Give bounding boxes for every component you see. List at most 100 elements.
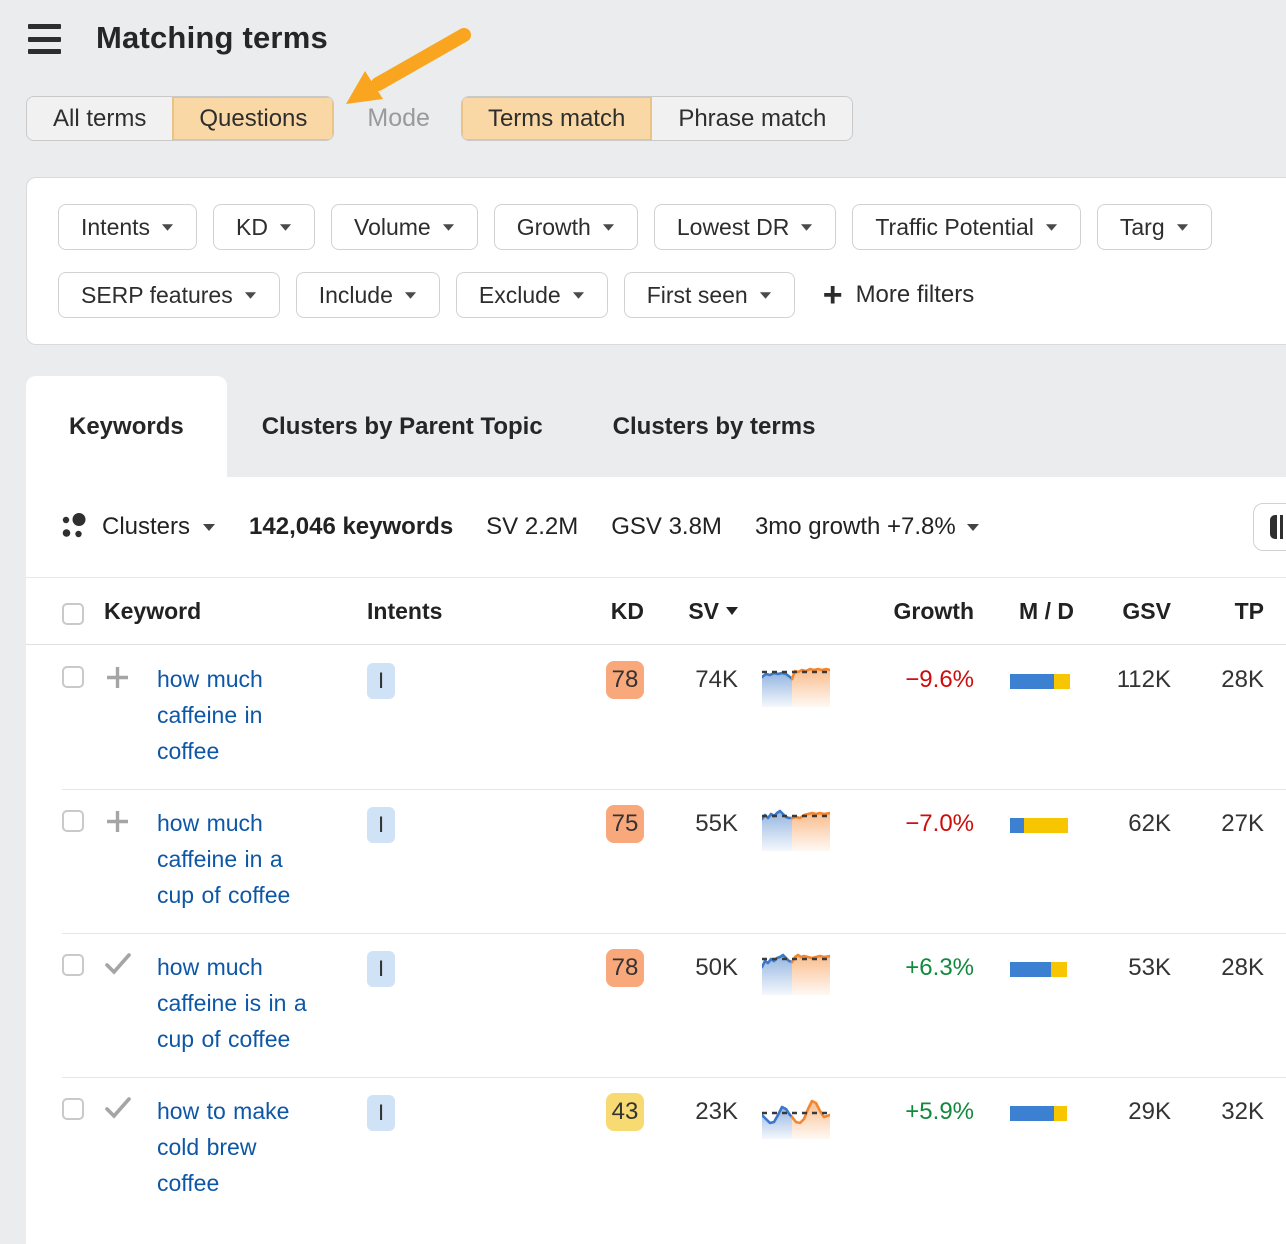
filter-label: Lowest DR — [676, 213, 790, 240]
chevron-down-icon — [1176, 223, 1188, 231]
tp-value: 28K — [1221, 666, 1264, 693]
mobile-desktop-bar — [1010, 1106, 1074, 1121]
growth-value: +6.3% — [905, 954, 974, 981]
segment-terms-match[interactable]: Terms match — [461, 97, 652, 140]
tab-keywords[interactable]: Keywords — [26, 376, 227, 477]
filter-kd[interactable]: KD — [213, 204, 315, 250]
sv-value: 55K — [695, 810, 738, 837]
match-segmented-group: Terms match Phrase match — [460, 96, 854, 141]
filter-label: Intents — [81, 213, 151, 240]
columns-icon — [1270, 515, 1286, 539]
mobile-share-segment — [1010, 818, 1024, 833]
tp-value: 28K — [1221, 954, 1264, 981]
filter-volume[interactable]: Volume — [331, 204, 478, 250]
gsv-value: 112K — [1116, 666, 1171, 693]
intent-badge[interactable]: I — [367, 663, 395, 699]
filter-label: Traffic Potential — [875, 213, 1034, 240]
column-header-gsv[interactable]: GSV — [1122, 597, 1171, 624]
desktop-share-segment — [1054, 674, 1070, 689]
filter-row-1: Intents KD Volume Growth Lowest DR Traffic Po… — [58, 204, 1286, 250]
intent-badge[interactable]: I — [367, 951, 395, 987]
column-header-tp[interactable]: TP — [1234, 597, 1264, 624]
column-header-intents[interactable]: Intents — [367, 597, 443, 624]
tab-clusters-by-parent-topic[interactable]: Clusters by Parent Topic — [261, 412, 543, 440]
chevron-down-icon — [1045, 223, 1057, 231]
intent-badge[interactable]: I — [367, 807, 395, 843]
filter-targ[interactable]: Targ — [1096, 204, 1212, 250]
keyword-link[interactable]: how much caffeine is in a cup of coffee — [157, 954, 307, 1052]
filter-include[interactable]: Include — [295, 272, 440, 318]
filter-traffic-potential[interactable]: Traffic Potential — [852, 204, 1081, 250]
plus-icon: + — [822, 276, 843, 314]
gsv-value: 29K — [1128, 1098, 1171, 1125]
mobile-desktop-bar — [1010, 962, 1074, 977]
filter-growth[interactable]: Growth — [493, 204, 638, 250]
keyword-link[interactable]: how to make cold brew coffee — [157, 1098, 290, 1196]
filter-label: Include — [318, 281, 393, 308]
hamburger-menu-icon[interactable] — [28, 24, 61, 54]
tab-clusters-by-terms[interactable]: Clusters by terms — [612, 412, 816, 440]
desktop-share-segment — [1054, 1106, 1067, 1121]
column-header-kd[interactable]: KD — [610, 597, 644, 624]
row-expand-cell[interactable] — [104, 1096, 157, 1125]
kd-badge: 43 — [606, 1093, 644, 1131]
select-all-checkbox[interactable] — [62, 602, 84, 625]
kd-badge: 78 — [606, 661, 644, 699]
add-plus-icon — [107, 667, 128, 688]
filters-panel: Intents KD Volume Growth Lowest DR Traffic Po… — [26, 177, 1286, 345]
intent-badge[interactable]: I — [367, 1095, 395, 1131]
column-header-md[interactable]: M / D — [1019, 597, 1074, 624]
column-header-growth[interactable]: Growth — [893, 597, 975, 624]
gsv-value: 53K — [1128, 954, 1171, 981]
trend-sparkline — [760, 661, 832, 712]
filter-label: First seen — [646, 281, 748, 308]
sv-value: 23K — [695, 1098, 738, 1125]
keywords-count: 142,046 keywords — [249, 513, 454, 540]
row-checkbox[interactable] — [62, 666, 84, 688]
segment-all-terms[interactable]: All terms — [27, 97, 173, 140]
chevron-down-icon — [161, 223, 174, 231]
filter-label: Growth — [516, 213, 591, 240]
row-expand-cell[interactable] — [104, 808, 157, 840]
chevron-down-icon — [602, 223, 614, 231]
filter-label: Exclude — [478, 281, 561, 308]
filter-row-2: SERP features Include Exclude First seen + Mo… — [58, 272, 1286, 318]
columns-settings-button[interactable] — [1253, 503, 1286, 551]
row-checkbox[interactable] — [62, 954, 84, 976]
segment-questions[interactable]: Questions — [172, 97, 334, 140]
more-filters-button[interactable]: + More filters — [823, 278, 975, 312]
mode-label: Mode — [367, 104, 430, 132]
clusters-dropdown[interactable]: Clusters — [60, 512, 216, 542]
column-header-keyword[interactable]: Keyword — [104, 597, 202, 624]
chevron-down-icon — [759, 291, 771, 299]
trend-sparkline — [760, 1093, 832, 1144]
sort-desc-icon — [726, 607, 738, 615]
keyword-link[interactable]: how much caffeine in a cup of coffee — [157, 810, 291, 908]
row-expand-cell[interactable] — [104, 664, 157, 696]
trend-sparkline — [760, 949, 832, 1000]
table-row: how much caffeine in coffee I 78 74K −9.… — [26, 645, 1286, 789]
filter-label: KD — [236, 213, 268, 240]
row-checkbox[interactable] — [62, 810, 84, 832]
segment-phrase-match[interactable]: Phrase match — [651, 97, 853, 140]
row-expand-cell[interactable] — [104, 952, 157, 981]
filter-exclude[interactable]: Exclude — [455, 272, 608, 318]
filter-intents[interactable]: Intents — [58, 204, 198, 250]
filter-first-seen[interactable]: First seen — [623, 272, 795, 318]
chevron-down-icon — [572, 291, 584, 299]
chevron-down-icon — [404, 291, 416, 299]
filter-serp-features[interactable]: SERP features — [58, 272, 280, 318]
chevron-down-icon — [801, 223, 813, 231]
chevron-down-icon — [279, 223, 292, 231]
growth-value: −7.0% — [905, 810, 974, 837]
keyword-link[interactable]: how much caffeine in coffee — [157, 666, 263, 764]
growth-summary-dropdown[interactable]: 3mo growth +7.8% — [755, 513, 980, 541]
growth-summary-label: 3mo growth +7.8% — [754, 513, 956, 540]
sv-value: 50K — [695, 954, 738, 981]
column-header-sv[interactable]: SV — [688, 598, 738, 625]
tp-value: 32K — [1221, 1098, 1264, 1125]
content-panel: Clusters 142,046 keywords SV 2.2M GSV 3.… — [26, 477, 1286, 1244]
row-checkbox[interactable] — [62, 1098, 84, 1120]
clusters-icon — [62, 513, 86, 538]
filter-lowest-dr[interactable]: Lowest DR — [653, 204, 837, 250]
